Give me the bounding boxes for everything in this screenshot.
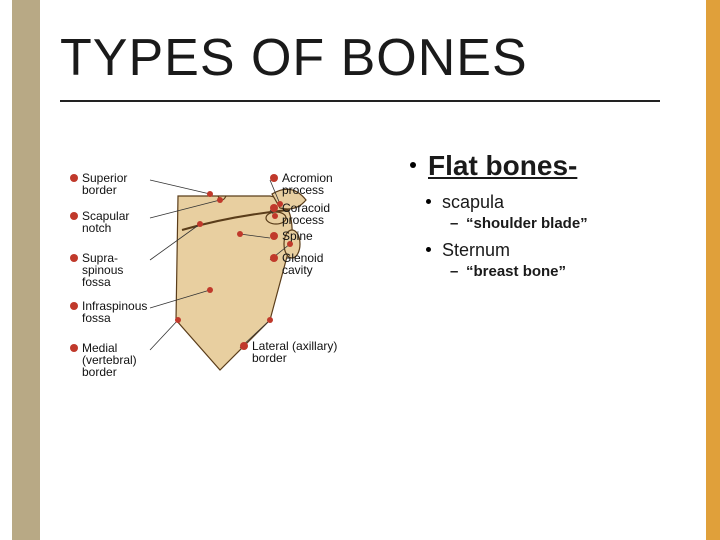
anatomy-label-medial-border: Medial(vertebral)border: [82, 341, 137, 379]
anatomy-label-glenoid: Glenoidcavity: [282, 251, 323, 277]
label-marker-icon: [70, 212, 78, 220]
bullet-sub-breast-bone: – “breast bone”: [410, 263, 690, 280]
leader-line: [150, 320, 178, 350]
bullet-sub-text: “shoulder blade”: [466, 215, 588, 232]
anatomy-label-supraspinous: Supra-spinousfossa: [82, 251, 123, 289]
scapula-diagram: Superiorborder Scapularnotch Supra-spinous…: [70, 160, 390, 420]
bullet-item-scapula: scapula: [410, 192, 690, 213]
bullet-sub-shoulder-blade: – “shoulder blade”: [410, 215, 690, 232]
marker-dot-icon: [217, 197, 223, 203]
anatomy-label-spine: Spine: [282, 229, 313, 243]
label-marker-icon: [270, 254, 278, 262]
marker-dot-icon: [267, 317, 273, 323]
marker-dot-icon: [287, 241, 293, 247]
bullet-content: Flat bones- scapula – “shoulder blade” S…: [410, 150, 690, 288]
label-marker-icon: [70, 344, 78, 352]
label-marker-icon: [240, 342, 248, 350]
page-title: TYPES OF BONES: [60, 28, 528, 88]
label-marker-icon: [70, 302, 78, 310]
label-marker-icon: [70, 254, 78, 262]
marker-dot-icon: [207, 287, 213, 293]
marker-dot-icon: [237, 231, 243, 237]
label-marker-icon: [270, 232, 278, 240]
label-marker-icon: [270, 174, 278, 182]
anatomy-label-acromion: Acromionprocess: [282, 171, 333, 197]
dash-icon: –: [450, 263, 458, 280]
bullet-item-label: scapula: [442, 192, 504, 212]
bullet-dot-icon: [426, 247, 431, 252]
marker-dot-icon: [272, 213, 278, 219]
bullet-level1-text: Flat bones-: [428, 150, 577, 181]
anatomy-label-infraspinous: Infraspinousfossa: [82, 299, 147, 325]
left-accent-bar: [12, 0, 40, 540]
label-marker-icon: [70, 174, 78, 182]
marker-dot-icon: [175, 317, 181, 323]
marker-dot-icon: [207, 191, 213, 197]
anatomy-label-lateral-border: Lateral (axillary)border: [252, 339, 337, 365]
anatomy-label-coracoid: Coracoidprocess: [282, 201, 330, 227]
title-underline: [60, 100, 660, 102]
dash-icon: –: [450, 215, 458, 232]
right-accent-bar: [706, 0, 720, 540]
scapula-svg: Superiorborder Scapularnotch Supra-spinous…: [70, 160, 390, 420]
anatomy-label-scapular-notch: Scapularnotch: [82, 209, 129, 235]
bullet-item-label: Sternum: [442, 240, 510, 260]
bullet-level1: Flat bones-: [410, 150, 690, 182]
bullet-dot-icon: [410, 162, 416, 168]
anatomy-label-superior-border: Superiorborder: [82, 171, 127, 197]
marker-dot-icon: [197, 221, 203, 227]
bullet-dot-icon: [426, 199, 431, 204]
label-marker-icon: [270, 204, 278, 212]
bullet-sub-text: “breast bone”: [466, 263, 566, 280]
leader-line: [150, 180, 210, 194]
bullet-item-sternum: Sternum: [410, 240, 690, 261]
